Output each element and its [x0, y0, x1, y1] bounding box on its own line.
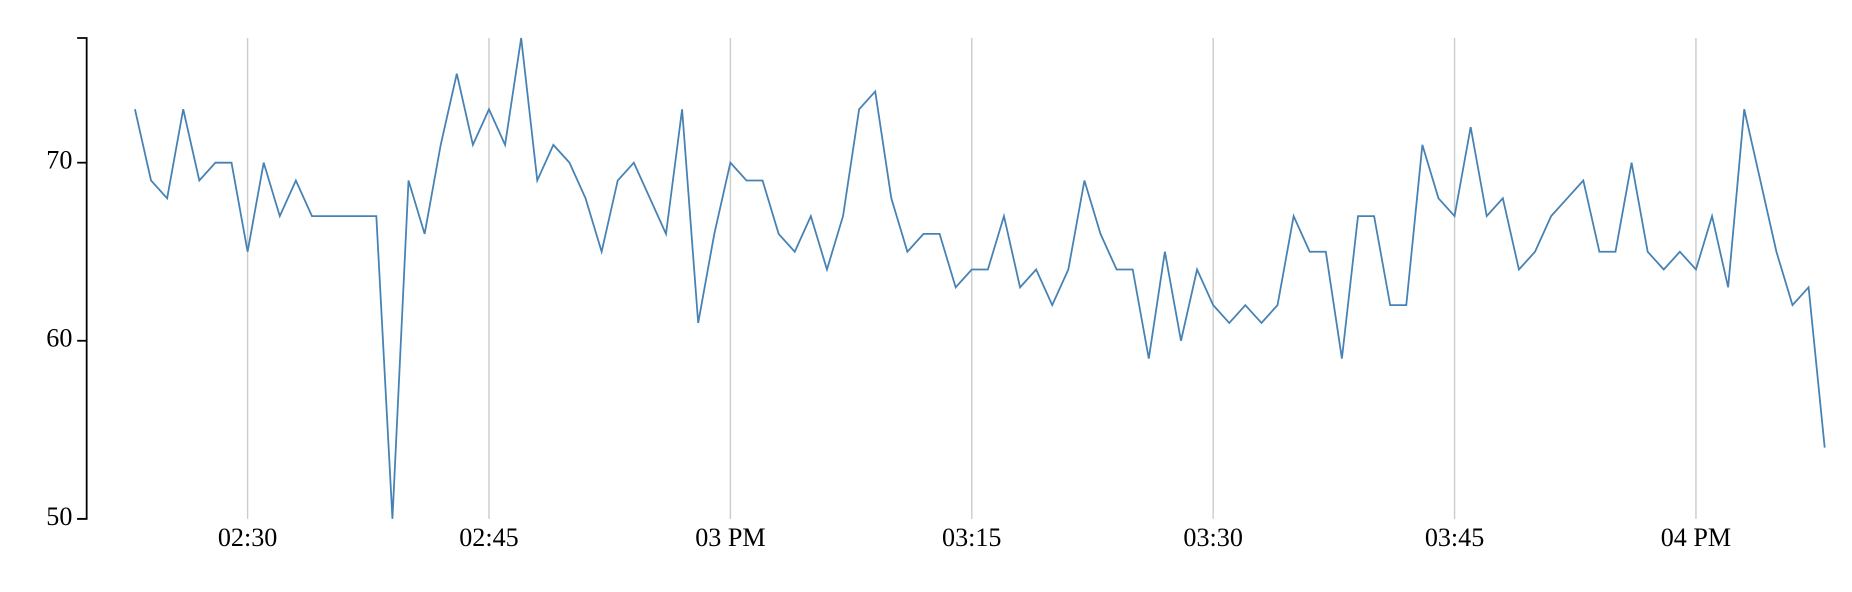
x-tick-label: 02:45: [459, 523, 518, 552]
x-tick-label: 03 PM: [695, 523, 765, 552]
x-tick-label: 03:45: [1425, 523, 1484, 552]
y-tick-label: 50: [46, 502, 72, 531]
y-tick-label: 70: [46, 146, 72, 175]
x-tick-label: 03:30: [1183, 523, 1242, 552]
data-line: [134, 37, 1826, 519]
x-tick-label: 04 PM: [1661, 523, 1731, 552]
y-tick-label: 60: [46, 324, 72, 353]
x-tick-label: 02:30: [218, 523, 277, 552]
y-axis: [77, 37, 88, 520]
x-tick-label: 03:15: [942, 523, 1001, 552]
